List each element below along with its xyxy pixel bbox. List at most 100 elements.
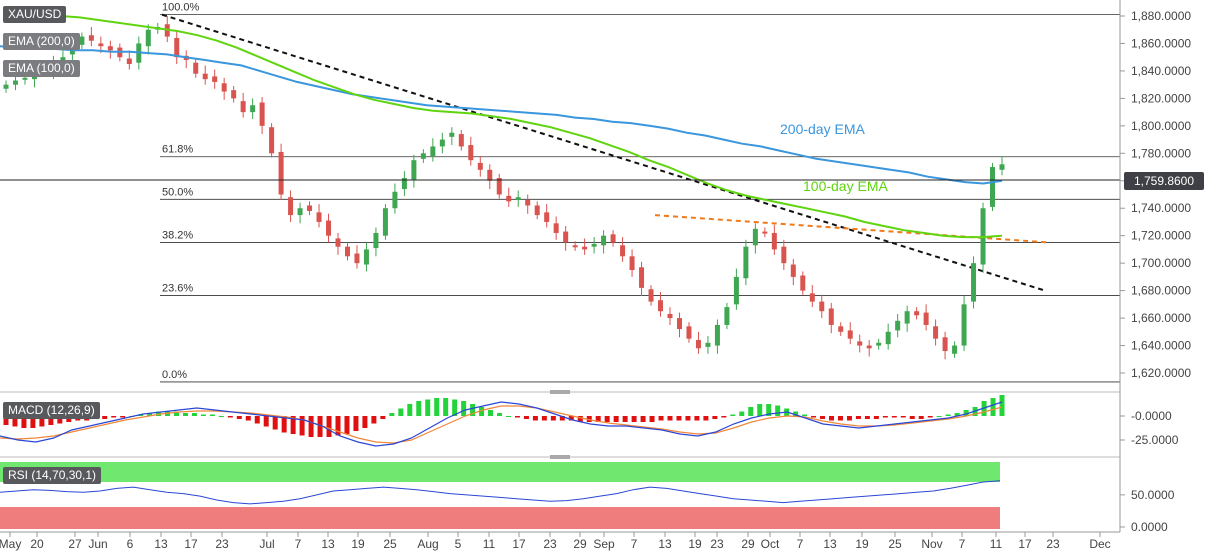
macd-histogram-bar: [407, 404, 413, 416]
macd-histogram-bar: [21, 416, 27, 428]
macd-histogram-bar: [640, 416, 646, 422]
candle-body: [733, 276, 739, 305]
candle-body: [259, 102, 265, 126]
macd-histogram-bar: [730, 414, 736, 416]
macd-tag[interactable]: MACD (12,26,9): [3, 402, 100, 419]
macd-histogram-bar: [461, 401, 467, 416]
macd-histogram-bar: [586, 416, 592, 422]
candle-body: [942, 337, 948, 352]
macd-tick-label: -0.0000: [1131, 409, 1172, 423]
y-tick-label: 1,620.0000: [1131, 366, 1191, 380]
macd-histogram-bar: [218, 416, 224, 417]
candle-body: [392, 191, 398, 209]
candle-body: [572, 245, 578, 248]
macd-histogram-bar: [676, 416, 682, 421]
macd-histogram-bar: [568, 416, 574, 421]
x-tick-label: 6: [127, 537, 134, 551]
macd-histogram-bar: [820, 416, 826, 419]
macd-histogram-bar: [173, 411, 179, 416]
y-tick-label: 1,800.0000: [1131, 119, 1191, 133]
candle-body: [610, 234, 616, 243]
macd-histogram-bar: [66, 416, 72, 422]
macd-histogram-bar: [927, 416, 933, 418]
candle-body: [762, 231, 768, 234]
macd-histogram-bar: [452, 399, 458, 416]
candle-body: [458, 134, 464, 147]
macd-histogram-bar: [505, 416, 511, 417]
ema200-tag[interactable]: EMA (200,0): [3, 33, 80, 50]
candle-body: [819, 301, 825, 312]
candle-body: [98, 43, 104, 47]
candle-body: [12, 80, 18, 85]
candle-body: [923, 312, 929, 325]
macd-histogram-bar: [829, 416, 835, 421]
candle-body: [278, 151, 284, 195]
macd-histogram-bar: [362, 416, 368, 428]
time-axis: May 20 27 Jun 6 13 17 23 Jul 7 13 19 25 Aug 5 11 17 23 29 S…: [0, 532, 1111, 551]
candle-body: [544, 212, 550, 222]
candle-body: [743, 246, 749, 279]
macd-histogram-bar: [622, 416, 628, 422]
panel-resize-handle-2[interactable]: [550, 455, 570, 459]
x-tick-label: 11: [990, 537, 1003, 551]
macd-histogram-bar: [694, 416, 700, 421]
candle-body: [193, 62, 199, 74]
macd-histogram-bar: [900, 416, 906, 418]
ema100-tag[interactable]: EMA (100,0): [3, 60, 80, 77]
candle-body: [933, 326, 939, 339]
candle-body: [534, 205, 540, 216]
candle-body: [658, 300, 664, 312]
candle-body: [487, 169, 493, 181]
y-tick-label: 1,680.0000: [1131, 284, 1191, 298]
fibonacci-levels: 100.0% 61.8% 50.0% 38.2% 23.6% 0.0%: [160, 2, 1120, 383]
candle-body: [107, 46, 113, 51]
macd-histogram-bar: [918, 416, 924, 419]
candle-body: [876, 342, 882, 346]
x-tick-label: Aug: [417, 537, 438, 551]
rsi-line: [0, 480, 1001, 505]
candle-body: [354, 253, 360, 264]
panel-resize-handle-1[interactable]: [550, 390, 570, 394]
x-tick-label: 13: [823, 537, 837, 551]
macd-histogram-bar: [236, 416, 242, 419]
x-tick-label: 7: [631, 537, 638, 551]
x-tick-label: 5: [455, 537, 462, 551]
candle-body: [990, 167, 996, 207]
macd-histogram-bar: [990, 398, 996, 416]
candle-body: [686, 326, 692, 339]
rsi-tick-label: 0.0000: [1131, 520, 1168, 534]
macd-histogram-bar: [577, 416, 583, 422]
candle-body: [269, 127, 275, 154]
macd-histogram-bar: [470, 404, 476, 416]
fib-label: 100.0%: [162, 2, 200, 14]
macd-histogram-bar: [550, 416, 556, 421]
rsi-tag[interactable]: RSI (14,70,30,1): [3, 467, 102, 484]
macd-line: [0, 401, 1003, 447]
macd-histogram-bar: [873, 416, 879, 419]
y-tick-label: 1,860.0000: [1131, 36, 1191, 50]
candle-body: [316, 212, 322, 222]
downtrend-line: [161, 13, 1046, 292]
macd-axis: -0.0000 -25.0000: [1120, 409, 1179, 447]
candle-body: [809, 293, 815, 302]
macd-histogram-bar: [335, 416, 341, 436]
macd-histogram-bar: [434, 398, 440, 416]
macd-histogram-bar: [156, 411, 162, 416]
fib-label: 0.0%: [162, 369, 187, 381]
macd-lines: [0, 401, 1003, 447]
macd-histogram-bar: [541, 416, 547, 421]
x-tick-label: Oct: [761, 537, 780, 551]
x-tick-label: 27: [68, 537, 82, 551]
macd-histogram-bar: [963, 410, 969, 416]
x-tick-label: 25: [888, 537, 902, 551]
candle-body: [439, 139, 445, 147]
candle-body: [126, 58, 132, 65]
symbol-tag[interactable]: XAU/USD: [3, 6, 67, 23]
x-tick-label: 23: [543, 537, 557, 551]
candle-body: [591, 243, 597, 247]
candle-body: [288, 197, 294, 216]
candle-body: [648, 289, 654, 302]
y-tick-label: 1,700.0000: [1131, 256, 1191, 270]
macd-histogram-bar: [802, 414, 808, 416]
